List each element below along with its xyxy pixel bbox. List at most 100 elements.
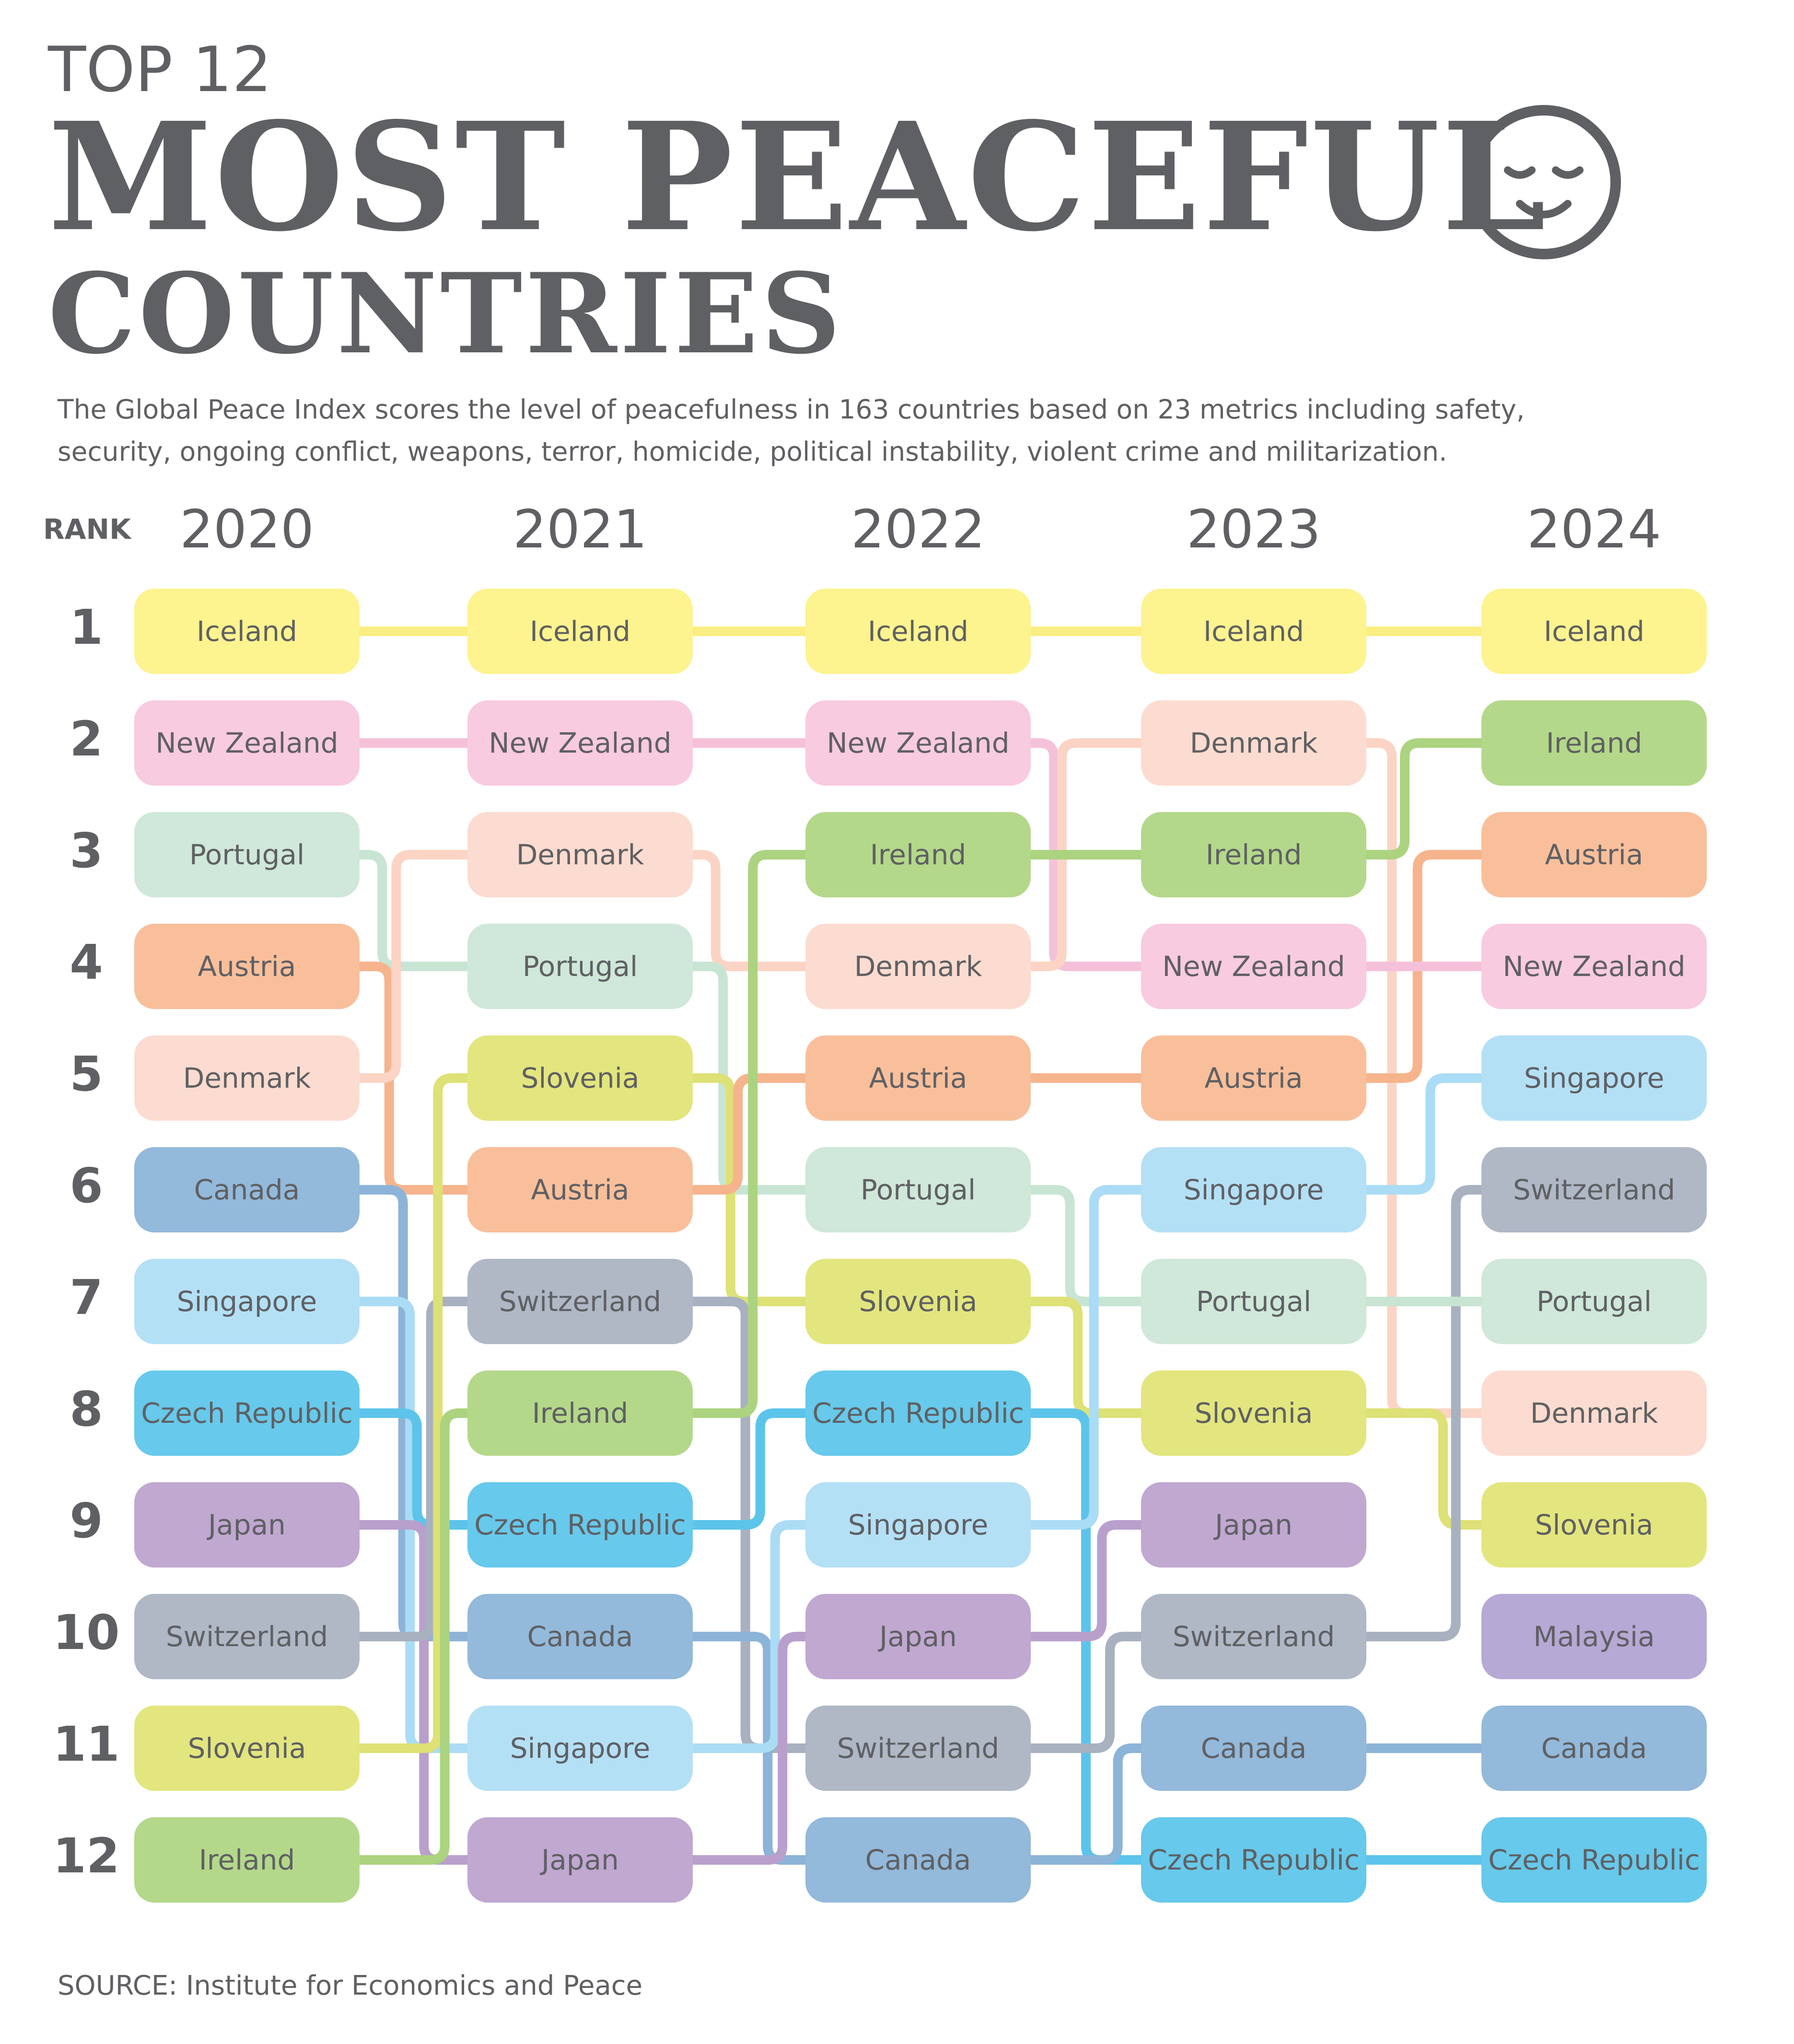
link-canada-2022-2023 bbox=[1026, 1743, 1146, 1865]
country-label: Denmark bbox=[516, 838, 644, 871]
country-label: New Zealand bbox=[155, 727, 338, 759]
link-ireland-2023-2024 bbox=[1362, 738, 1486, 859]
country-box-2020-rank-6: Canada bbox=[134, 1147, 360, 1232]
country-label: New Zealand bbox=[489, 727, 672, 759]
link-slovenia-2022-2023 bbox=[1026, 1297, 1146, 1418]
country-label: Japan bbox=[541, 1844, 619, 1876]
country-box-2020-rank-1: Iceland bbox=[134, 589, 360, 674]
kicker: TOP 12 bbox=[48, 33, 272, 106]
country-label: New Zealand bbox=[1503, 950, 1686, 983]
country-box-2022-rank-4: Denmark bbox=[805, 924, 1031, 1009]
country-box-2024-rank-11: Canada bbox=[1481, 1706, 1707, 1791]
link-denmark-2021-2022 bbox=[688, 850, 810, 971]
country-box-2021-rank-2: New Zealand bbox=[467, 700, 693, 786]
country-label: Japan bbox=[208, 1509, 286, 1541]
link-slovenia-2020-2021 bbox=[355, 1073, 472, 1753]
country-box-2023-rank-10: Switzerland bbox=[1141, 1594, 1366, 1679]
country-label: Canada bbox=[865, 1844, 971, 1876]
country-box-2023-rank-1: Iceland bbox=[1141, 589, 1366, 674]
country-box-2024-rank-7: Portugal bbox=[1481, 1259, 1707, 1344]
country-label: Portugal bbox=[522, 950, 638, 983]
country-box-2020-rank-2: New Zealand bbox=[134, 700, 360, 786]
country-label: Singapore bbox=[848, 1509, 989, 1541]
country-label: Canada bbox=[1200, 1732, 1307, 1765]
country-box-2020-rank-8: Czech Republic bbox=[134, 1370, 360, 1456]
country-label: Denmark bbox=[1189, 727, 1318, 759]
country-label: Singapore bbox=[510, 1732, 651, 1765]
country-label: Denmark bbox=[1530, 1397, 1658, 1429]
rank-number-12: 12 bbox=[53, 1828, 120, 1884]
year-header-2020: 2020 bbox=[180, 499, 314, 560]
country-box-2021-rank-7: Switzerland bbox=[467, 1259, 693, 1344]
link-singapore-2021-2022 bbox=[688, 1520, 810, 1753]
country-box-2020-rank-5: Denmark bbox=[134, 1035, 360, 1121]
country-label: Denmark bbox=[854, 950, 982, 983]
link-japan-2021-2022 bbox=[688, 1632, 810, 1865]
link-ireland-2021-2022 bbox=[688, 850, 810, 1418]
year-header-2023: 2023 bbox=[1187, 499, 1321, 560]
link-czech-republic-2021-2022 bbox=[688, 1408, 810, 1530]
country-label: Ireland bbox=[532, 1397, 629, 1429]
link-japan-2022-2023 bbox=[1026, 1520, 1146, 1641]
year-header-2021: 2021 bbox=[513, 499, 647, 560]
country-box-2024-rank-6: Switzerland bbox=[1481, 1147, 1707, 1232]
country-label: Slovenia bbox=[1535, 1509, 1654, 1541]
subtitle: The Global Peace Index scores the level … bbox=[58, 394, 1525, 467]
rank-number-6: 6 bbox=[70, 1158, 103, 1214]
country-box-2024-rank-8: Denmark bbox=[1481, 1370, 1707, 1456]
title-line-2: COUNTRIES bbox=[48, 249, 844, 379]
country-box-2021-rank-1: Iceland bbox=[467, 589, 693, 674]
country-label: Japan bbox=[879, 1620, 957, 1653]
rank-label: RANK bbox=[43, 513, 131, 546]
country-label: Slovenia bbox=[521, 1062, 640, 1094]
country-box-2021-rank-4: Portugal bbox=[467, 924, 693, 1009]
country-box-2022-rank-9: Singapore bbox=[805, 1482, 1031, 1568]
country-label: Iceland bbox=[530, 615, 630, 648]
country-box-2023-rank-6: Singapore bbox=[1141, 1147, 1366, 1232]
country-label: Slovenia bbox=[1194, 1397, 1313, 1429]
country-box-2021-rank-3: Denmark bbox=[467, 812, 693, 897]
link-portugal-2020-2021 bbox=[355, 850, 472, 971]
link-denmark-2020-2021 bbox=[355, 850, 472, 1083]
country-label: Portugal bbox=[1196, 1285, 1312, 1318]
country-box-2022-rank-8: Czech Republic bbox=[805, 1370, 1031, 1456]
rank-number-1: 1 bbox=[70, 599, 103, 655]
country-label: Austria bbox=[198, 950, 296, 983]
country-label: Austria bbox=[1204, 1062, 1303, 1094]
country-box-2022-rank-11: Switzerland bbox=[805, 1706, 1031, 1791]
country-label: Malaysia bbox=[1533, 1620, 1655, 1653]
country-label: Canada bbox=[1541, 1732, 1647, 1765]
country-label: Switzerland bbox=[165, 1620, 328, 1653]
country-box-2020-rank-12: Ireland bbox=[134, 1817, 360, 1903]
country-box-2020-rank-4: Austria bbox=[134, 924, 360, 1009]
country-label: Singapore bbox=[1524, 1062, 1665, 1094]
country-box-2020-rank-3: Portugal bbox=[134, 812, 360, 897]
country-box-2023-rank-9: Japan bbox=[1141, 1482, 1366, 1568]
country-label: Czech Republic bbox=[1488, 1844, 1700, 1876]
country-box-2022-rank-2: New Zealand bbox=[805, 700, 1031, 786]
country-box-2021-rank-5: Slovenia bbox=[467, 1035, 693, 1121]
rank-number-11: 11 bbox=[53, 1716, 120, 1772]
country-box-2020-rank-10: Switzerland bbox=[134, 1594, 360, 1679]
country-label: Switzerland bbox=[1513, 1173, 1676, 1206]
country-box-2024-rank-3: Austria bbox=[1481, 812, 1707, 897]
country-label: Singapore bbox=[176, 1285, 317, 1318]
rank-number-10: 10 bbox=[53, 1604, 120, 1661]
country-label: Slovenia bbox=[187, 1732, 306, 1765]
country-box-2023-rank-3: Ireland bbox=[1141, 812, 1366, 897]
country-box-2022-rank-5: Austria bbox=[805, 1035, 1031, 1121]
title-line-1: MOST PEACEFUL bbox=[48, 90, 1548, 265]
country-box-2022-rank-6: Portugal bbox=[805, 1147, 1031, 1232]
country-box-2022-rank-7: Slovenia bbox=[805, 1259, 1031, 1344]
rank-number-7: 7 bbox=[70, 1269, 103, 1325]
year-header-2022: 2022 bbox=[851, 499, 985, 560]
country-label: Iceland bbox=[1544, 615, 1644, 648]
link-switzerland-2022-2023 bbox=[1026, 1632, 1146, 1753]
country-box-2023-rank-4: New Zealand bbox=[1141, 924, 1366, 1009]
year-header-2024: 2024 bbox=[1527, 499, 1661, 560]
link-portugal-2022-2023 bbox=[1026, 1185, 1146, 1306]
country-box-2024-rank-9: Slovenia bbox=[1481, 1482, 1707, 1568]
country-label: Czech Republic bbox=[1148, 1844, 1360, 1876]
link-ireland-2020-2021 bbox=[355, 1408, 472, 1865]
